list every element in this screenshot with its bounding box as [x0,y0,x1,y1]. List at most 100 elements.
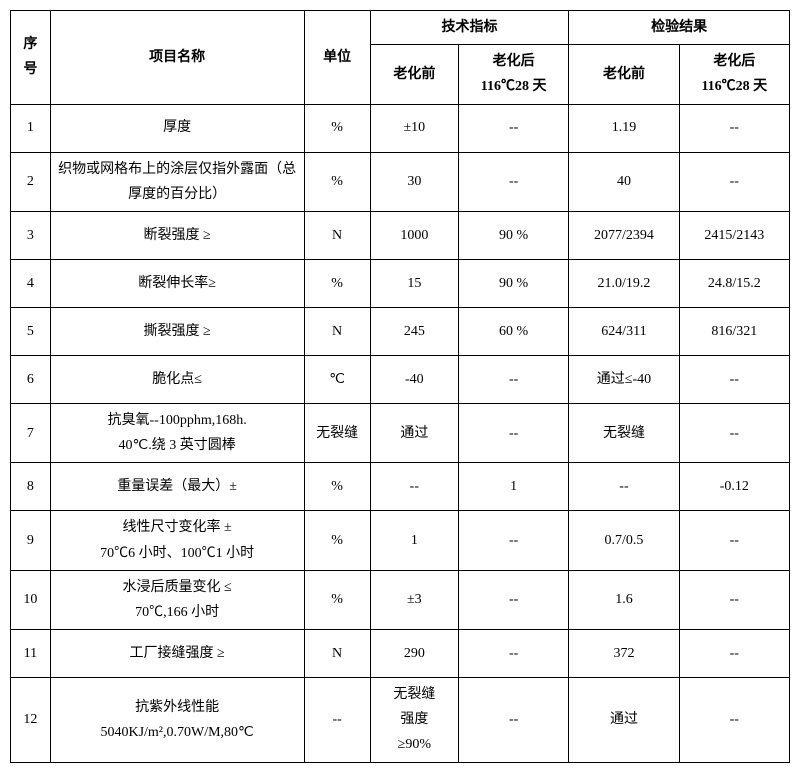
cell-unit: % [304,570,370,629]
header-spec-before: 老化前 [370,45,458,104]
cell-spec-after: -- [458,403,568,462]
cell-unit: % [304,152,370,211]
cell-spec-before: 30 [370,152,458,211]
cell-seq: 10 [11,570,51,629]
cell-spec-after: 90 % [458,211,568,259]
cell-res-before: 0.7/0.5 [569,511,679,570]
cell-res-before: 通过≤-40 [569,355,679,403]
cell-name: 水浸后质量变化 ≤70℃,166 小时 [50,570,304,629]
cell-name: 断裂强度 ≥ [50,211,304,259]
cell-spec-before: 245 [370,307,458,355]
cell-spec-before: 通过 [370,403,458,462]
header-spec-after: 老化后116℃28 天 [458,45,568,104]
cell-unit: % [304,259,370,307]
cell-res-after: 2415/2143 [679,211,789,259]
cell-unit: N [304,307,370,355]
cell-spec-after: -- [458,570,568,629]
cell-res-after: -- [679,403,789,462]
cell-unit: % [304,104,370,152]
cell-name: 工厂接缝强度 ≥ [50,630,304,678]
cell-res-after: -- [679,152,789,211]
cell-seq: 1 [11,104,51,152]
cell-res-after: 816/321 [679,307,789,355]
cell-res-before: 1.6 [569,570,679,629]
cell-spec-before: ±3 [370,570,458,629]
cell-name: 线性尺寸变化率 ±70℃6 小时、100℃1 小时 [50,511,304,570]
cell-res-before: -- [569,463,679,511]
cell-res-after: -- [679,678,789,763]
table-row: 2织物或网格布上的涂层仅指外露面（总厚度的百分比）%30--40-- [11,152,790,211]
header-res-after: 老化后116℃28 天 [679,45,789,104]
cell-seq: 5 [11,307,51,355]
cell-res-after: -- [679,511,789,570]
cell-spec-after: 60 % [458,307,568,355]
cell-spec-before: 290 [370,630,458,678]
cell-spec-before: -- [370,463,458,511]
cell-name: 织物或网格布上的涂层仅指外露面（总厚度的百分比） [50,152,304,211]
cell-spec-after: -- [458,355,568,403]
table-row: 3断裂强度 ≥N100090 %2077/23942415/2143 [11,211,790,259]
header-unit: 单位 [304,11,370,105]
cell-name: 抗臭氧--100pphm,168h.40℃.绕 3 英寸圆棒 [50,403,304,462]
cell-res-before: 624/311 [569,307,679,355]
table-row: 10水浸后质量变化 ≤70℃,166 小时%±3--1.6-- [11,570,790,629]
cell-name: 脆化点≤ [50,355,304,403]
cell-res-after: -0.12 [679,463,789,511]
cell-res-before: 通过 [569,678,679,763]
cell-spec-after: -- [458,678,568,763]
cell-seq: 8 [11,463,51,511]
table-row: 1厚度%±10--1.19-- [11,104,790,152]
table-row: 11工厂接缝强度 ≥N290--372-- [11,630,790,678]
table-row: 12抗紫外线性能5040KJ/m²,0.70W/M,80℃--无裂缝强度≥90%… [11,678,790,763]
header-spec-group: 技术指标 [370,11,569,45]
cell-res-after: -- [679,630,789,678]
cell-name: 厚度 [50,104,304,152]
cell-seq: 12 [11,678,51,763]
cell-seq: 2 [11,152,51,211]
cell-unit: N [304,630,370,678]
cell-spec-after: -- [458,152,568,211]
cell-spec-after: -- [458,511,568,570]
table-body: 1厚度%±10--1.19--2织物或网格布上的涂层仅指外露面（总厚度的百分比）… [11,104,790,762]
table-row: 7抗臭氧--100pphm,168h.40℃.绕 3 英寸圆棒无裂缝通过--无裂… [11,403,790,462]
cell-res-before: 40 [569,152,679,211]
cell-spec-after: 90 % [458,259,568,307]
cell-name: 重量误差（最大）± [50,463,304,511]
cell-seq: 11 [11,630,51,678]
cell-res-before: 2077/2394 [569,211,679,259]
header-res-group: 检验结果 [569,11,790,45]
cell-seq: 4 [11,259,51,307]
cell-spec-before: 1 [370,511,458,570]
table-row: 9线性尺寸变化率 ±70℃6 小时、100℃1 小时%1--0.7/0.5-- [11,511,790,570]
cell-spec-after: -- [458,104,568,152]
cell-name: 断裂伸长率≥ [50,259,304,307]
table-row: 4断裂伸长率≥%1590 %21.0/19.224.8/15.2 [11,259,790,307]
cell-res-before: 1.19 [569,104,679,152]
cell-spec-after: 1 [458,463,568,511]
table-header: 序号 项目名称 单位 技术指标 检验结果 老化前 老化后116℃28 天 老化前… [11,11,790,105]
header-res-before: 老化前 [569,45,679,104]
cell-spec-before: 1000 [370,211,458,259]
cell-res-before: 372 [569,630,679,678]
cell-spec-before: 无裂缝强度≥90% [370,678,458,763]
header-name: 项目名称 [50,11,304,105]
cell-res-after: -- [679,570,789,629]
cell-spec-before: ±10 [370,104,458,152]
table-row: 6脆化点≤℃-40--通过≤-40-- [11,355,790,403]
cell-seq: 9 [11,511,51,570]
cell-res-before: 21.0/19.2 [569,259,679,307]
cell-seq: 7 [11,403,51,462]
cell-unit: % [304,463,370,511]
cell-spec-before: -40 [370,355,458,403]
cell-name: 抗紫外线性能5040KJ/m²,0.70W/M,80℃ [50,678,304,763]
cell-unit: N [304,211,370,259]
cell-res-after: 24.8/15.2 [679,259,789,307]
cell-name: 撕裂强度 ≥ [50,307,304,355]
cell-seq: 6 [11,355,51,403]
spec-table: 序号 项目名称 单位 技术指标 检验结果 老化前 老化后116℃28 天 老化前… [10,10,790,763]
cell-seq: 3 [11,211,51,259]
cell-spec-before: 15 [370,259,458,307]
table-row: 5撕裂强度 ≥N24560 %624/311816/321 [11,307,790,355]
cell-unit: 无裂缝 [304,403,370,462]
cell-unit: ℃ [304,355,370,403]
